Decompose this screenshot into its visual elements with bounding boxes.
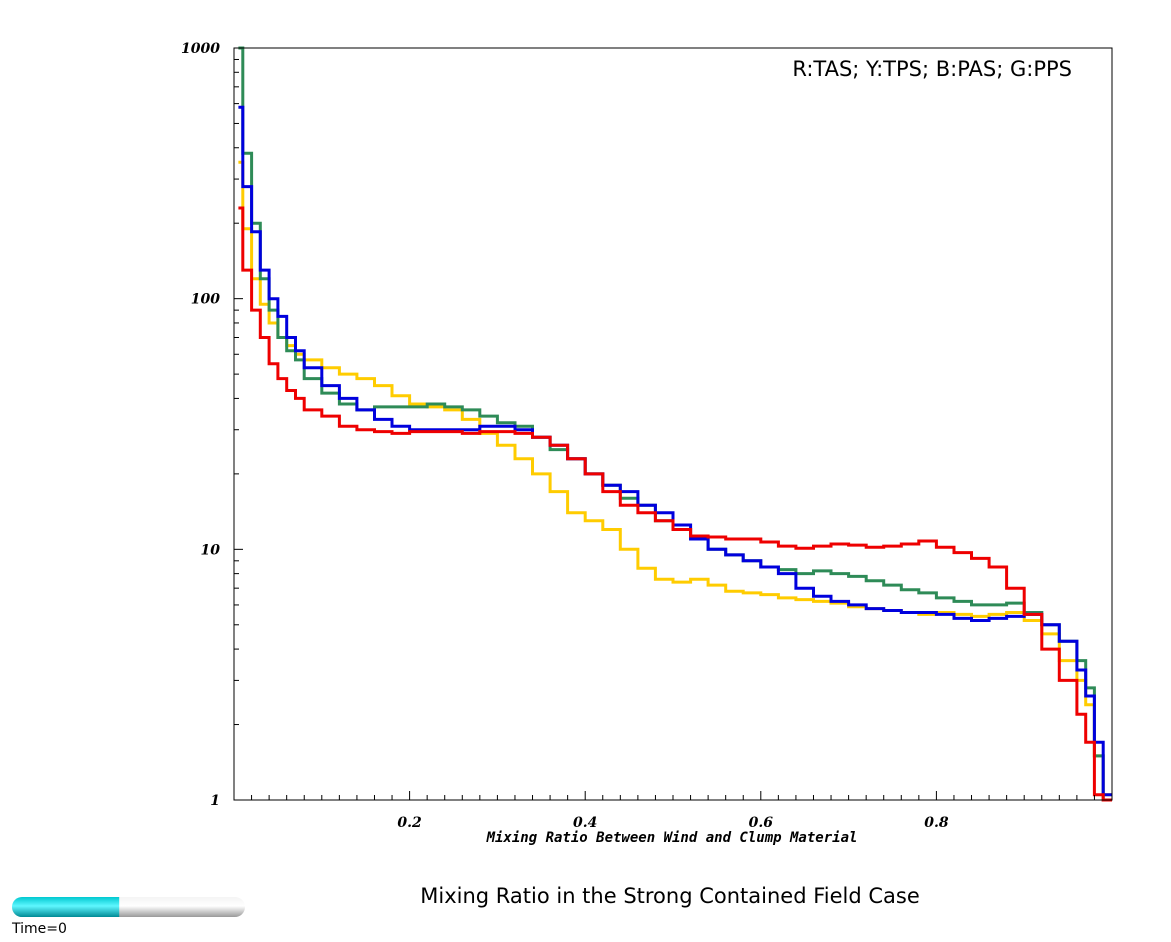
y-tick-label: 10 [201,542,221,558]
plot-frame [233,47,1113,801]
x-tick-labels: 0.2 0.4 0.6 0.8 [397,815,948,831]
y-minor-ticks [234,47,243,801]
series-layer [238,46,1112,802]
chart-title: Mixing Ratio in the Strong Contained Fie… [420,884,920,908]
series-line-G [238,46,1112,802]
y-tick-label: 100 [191,292,220,308]
series-line-B [238,105,1112,797]
x-tick-label: 0.4 [573,815,597,831]
time-progress-bar [12,897,245,917]
x-axis-title: Mixing Ratio Between Wind and Clump Mate… [486,830,858,846]
time-progress-fill [12,897,120,917]
series-line-Y [238,160,1112,797]
series-line-R [238,206,1112,802]
y-tick-labels: 1 10 100 1000 [181,41,220,809]
legend: R:TAS; Y:TPS; B:PAS; G:PPS [792,57,1072,81]
x-minor-ticks [251,791,1095,800]
x-tick-label: 0.2 [397,815,422,831]
y-tick-label: 1 [210,793,220,809]
x-tick-label: 0.8 [924,815,949,831]
x-tick-label: 0.6 [749,815,774,831]
time-label: Time=0 [11,921,67,937]
y-tick-label: 1000 [181,41,220,57]
